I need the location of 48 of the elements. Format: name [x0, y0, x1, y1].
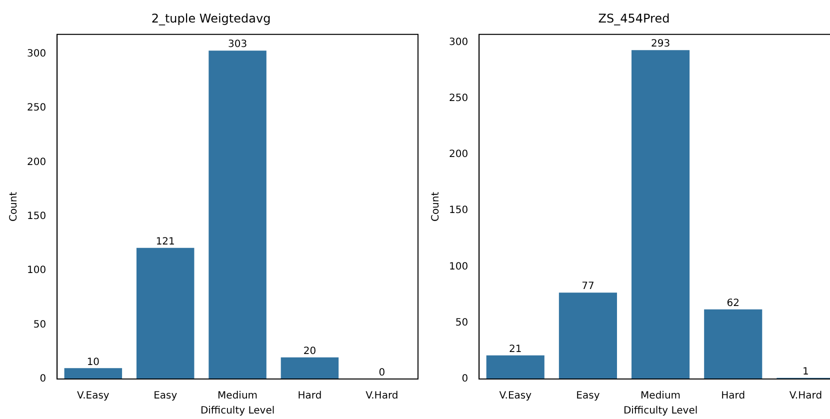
chart-title: 2_tuple Weigtedavg — [151, 11, 271, 26]
data-label: 62 — [726, 298, 740, 309]
data-label: 77 — [582, 281, 594, 292]
y-tick-label: 200 — [448, 149, 468, 160]
x-tick-label: V.Easy — [499, 390, 532, 402]
y-axis-title: Count — [430, 192, 442, 222]
y-tick-label: 50 — [455, 317, 468, 328]
x-axis-title: Difficulty Level — [200, 406, 275, 417]
data-label: 293 — [650, 38, 670, 50]
y-tick-label: 100 — [26, 265, 46, 276]
y-tick-label: 300 — [26, 48, 46, 60]
y-axis-title: Count — [8, 192, 20, 222]
data-label: 121 — [156, 236, 175, 248]
y-tick-label: 250 — [26, 102, 46, 114]
chart-title: ZS_454Pred — [598, 11, 670, 26]
x-tick-label: Easy — [576, 390, 600, 402]
bar — [208, 50, 266, 379]
data-label: 0 — [378, 368, 386, 379]
data-label: 1 — [802, 366, 809, 378]
x-tick-label: V.Easy — [77, 390, 110, 402]
bar — [704, 309, 762, 379]
y-tick-label: 0 — [40, 374, 46, 385]
x-tick-label: V.Hard — [789, 390, 822, 402]
y-tick-label: 150 — [448, 205, 468, 216]
bar — [280, 357, 339, 379]
x-axis-title: Difficulty Level — [623, 406, 698, 417]
data-label: 303 — [228, 39, 248, 50]
bar — [136, 248, 194, 379]
bar — [64, 368, 122, 379]
y-tick-label: 50 — [33, 319, 46, 330]
x-tick-label: Hard — [298, 390, 322, 402]
x-tick-label: Hard — [721, 390, 746, 402]
bar — [558, 292, 617, 379]
bar — [486, 355, 544, 379]
bar — [632, 50, 690, 379]
x-tick-label: Medium — [640, 390, 681, 402]
data-label: 20 — [303, 346, 316, 357]
y-tick-label: 300 — [448, 36, 468, 48]
x-tick-label: V.Hard — [366, 390, 398, 402]
x-tick-label: Easy — [154, 390, 178, 402]
y-tick-label: 100 — [448, 261, 468, 272]
y-tick-label: 0 — [462, 374, 468, 385]
x-tick-label: Medium — [218, 390, 258, 402]
data-label: 21 — [509, 344, 522, 356]
data-label: 10 — [86, 356, 100, 368]
y-tick-label: 200 — [26, 156, 46, 168]
y-tick-label: 250 — [448, 92, 468, 104]
y-tick-label: 150 — [26, 211, 46, 222]
